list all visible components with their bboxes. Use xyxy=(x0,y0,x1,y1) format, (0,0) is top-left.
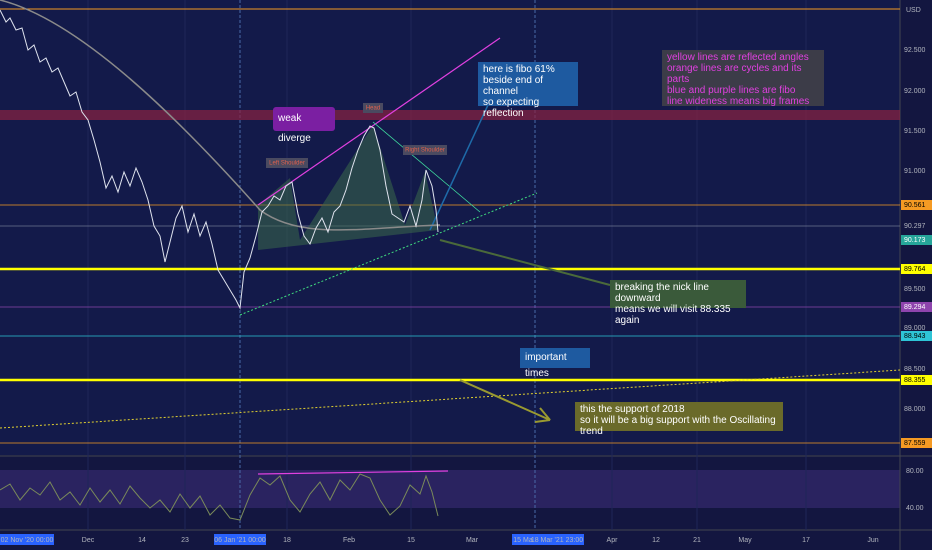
annotation-text: weak diverge xyxy=(278,113,311,144)
rsi-line xyxy=(0,473,439,521)
price-label: 89.000 xyxy=(904,325,926,332)
price-tag xyxy=(901,438,932,448)
annotation-text: orange lines are cycles and its parts xyxy=(667,63,802,85)
price-tag xyxy=(901,302,932,312)
time-label: 23 xyxy=(181,537,189,544)
time-label: May xyxy=(738,537,752,544)
time-label: Mar xyxy=(466,537,479,544)
annotation: weak diverge xyxy=(273,107,335,144)
pattern-label-bg xyxy=(363,103,383,113)
annotation-text: beside end of channel xyxy=(483,75,544,97)
price-label: 90.297 xyxy=(904,223,926,230)
callout-pointer xyxy=(439,239,611,286)
time-tag xyxy=(214,534,266,545)
channel-line xyxy=(257,37,501,206)
rsi-divergence-line xyxy=(257,470,449,475)
price-tag xyxy=(901,331,932,341)
time-label: 14 xyxy=(138,537,146,544)
annotation: this the support of 2018 so it will be a… xyxy=(575,402,783,437)
annotation-text: means we will visit 88.335 again xyxy=(615,304,731,326)
time-label: 17 xyxy=(802,537,810,544)
pattern-label: Left Shoulder xyxy=(269,161,305,167)
price-label: 89.500 xyxy=(904,286,926,293)
arrow xyxy=(459,379,551,423)
time-label: Apr xyxy=(607,537,619,544)
annotation: important times xyxy=(520,348,590,379)
price-tag xyxy=(901,264,932,274)
grid xyxy=(87,0,807,530)
annotation-text: yellow lines are reflected angles xyxy=(667,52,809,63)
annotation-text: breaking the nick line downward xyxy=(615,282,709,304)
channel-line xyxy=(239,192,538,316)
pattern-label-bg xyxy=(403,145,447,155)
price-label: 91.500 xyxy=(904,128,926,135)
price-label: 88.000 xyxy=(904,406,926,413)
price-tag-label: 88.943 xyxy=(904,333,926,340)
price-label: 91.000 xyxy=(904,168,926,175)
annotation-text: important times xyxy=(525,352,567,379)
annotation-text: this the support of 2018 xyxy=(580,404,685,415)
annotation-text: here is fibo 61% xyxy=(483,64,555,75)
price-label: 92.500 xyxy=(904,47,926,54)
annotation-text: line wideness means big frames xyxy=(667,96,810,107)
pattern-label: Head xyxy=(366,106,380,112)
annotation-text: blue and purple lines are fibo xyxy=(667,85,796,96)
time-label: 06 Jan '21 00:00 xyxy=(214,537,266,544)
annotation: here is fibo 61% beside end of channel s… xyxy=(478,62,578,119)
currency-label: USD xyxy=(906,7,921,14)
time-label: 21 xyxy=(693,537,701,544)
rsi-label: 40.00 xyxy=(906,505,924,512)
rsi-label: 80.00 xyxy=(906,468,924,475)
time-tag xyxy=(512,534,584,545)
annotation-text: so expecting reflection xyxy=(483,97,540,119)
time-tag xyxy=(0,534,54,545)
time-label: 18 xyxy=(283,537,291,544)
moving-average xyxy=(0,0,441,231)
price-tag-label: 90.561 xyxy=(904,202,926,209)
annotation-text: so it will be a big support with the Osc… xyxy=(580,415,776,437)
price-tag-label: 88.355 xyxy=(904,377,926,384)
rsi-band xyxy=(0,470,900,508)
resistance-band xyxy=(0,110,900,120)
annotation: breaking the nick line downward means we… xyxy=(610,280,746,326)
price-label: 88.500 xyxy=(904,366,926,373)
price-series xyxy=(0,9,439,310)
price-tag-label: 89.764 xyxy=(904,266,926,273)
price-tag xyxy=(901,375,932,385)
price-tag-label: 89.294 xyxy=(904,304,926,311)
price-tag-label: 87.559 xyxy=(904,440,926,447)
price-tag-label: 90.173 xyxy=(904,237,926,244)
time-label: 18 Mar '21 23:00 xyxy=(531,537,583,544)
callout-pointer xyxy=(429,104,489,231)
fibo-line xyxy=(372,121,481,213)
time-label: 02 Nov '20 00:00 xyxy=(1,537,54,544)
time-label: 15 Ma xyxy=(513,537,533,544)
time-label: Dec xyxy=(82,537,95,544)
price-tag xyxy=(901,200,932,210)
price-tag xyxy=(901,235,932,245)
time-label: 12 xyxy=(652,537,660,544)
time-label: Jun xyxy=(867,537,878,544)
annotation: yellow lines are reflected angles orange… xyxy=(662,50,824,107)
pattern-label-bg xyxy=(266,158,308,168)
head-shoulders-pattern xyxy=(258,125,438,250)
time-label: 15 xyxy=(407,537,415,544)
time-label: Feb xyxy=(343,537,355,544)
price-label: 92.000 xyxy=(904,88,926,95)
pattern-label: Right Shoulder xyxy=(405,148,445,154)
